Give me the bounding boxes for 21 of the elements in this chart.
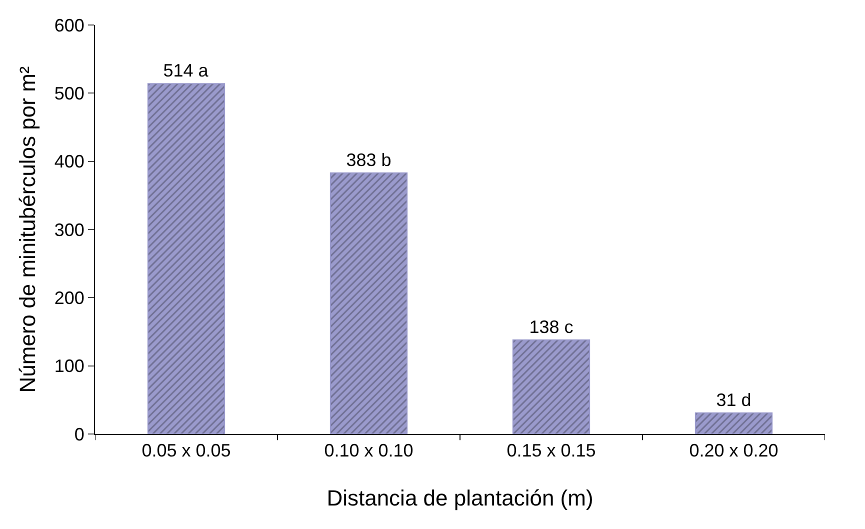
x-tick-label: 0.05 x 0.05 <box>142 440 231 461</box>
data-label: 383 b <box>346 150 392 170</box>
x-axis-title: Distancia de plantación (m) <box>326 486 594 510</box>
bar <box>147 83 226 434</box>
data-label: 31 d <box>716 390 752 410</box>
bar <box>512 339 590 434</box>
y-tick-label: 100 <box>54 356 84 376</box>
y-tick-label: 400 <box>54 152 84 172</box>
data-label: 138 c <box>529 316 574 337</box>
y-tick-label: 300 <box>54 220 84 240</box>
bar <box>330 172 408 434</box>
x-tick-label: 0.10 x 0.10 <box>324 440 414 461</box>
x-tick-label: 0.15 x 0.15 <box>506 440 596 461</box>
y-tick-label: 200 <box>54 288 84 308</box>
x-tick-label: 0.20 x 0.20 <box>689 440 778 461</box>
y-axis-title: Número de minitubérculos por m² <box>15 66 40 393</box>
y-tick-label: 500 <box>54 83 84 104</box>
y-tick-label: 600 <box>54 15 84 36</box>
bar <box>694 412 773 434</box>
data-label: 514 a <box>163 60 210 81</box>
y-tick-label: 0 <box>74 424 84 444</box>
